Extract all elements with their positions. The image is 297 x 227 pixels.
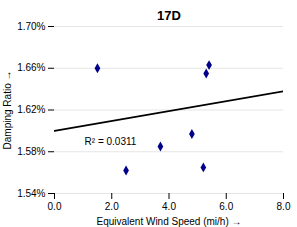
- svg-text:8.0: 8.0: [277, 201, 291, 212]
- svg-text:6.0: 6.0: [219, 201, 233, 212]
- svg-text:1.66%: 1.66%: [17, 62, 45, 73]
- svg-text:4.0: 4.0: [162, 201, 176, 212]
- svg-text:0.0: 0.0: [48, 201, 62, 212]
- svg-text:Equivalent Wind Speed (mi/h) →: Equivalent Wind Speed (mi/h) →: [96, 216, 241, 227]
- svg-text:2.0: 2.0: [105, 201, 119, 212]
- svg-text:1.62%: 1.62%: [17, 104, 45, 115]
- svg-text:Damping Ratio →: Damping Ratio →: [2, 71, 13, 150]
- svg-text:1.70%: 1.70%: [17, 21, 45, 32]
- svg-text:1.58%: 1.58%: [17, 146, 45, 157]
- svg-text:17D: 17D: [157, 8, 181, 23]
- svg-text:1.54%: 1.54%: [17, 188, 45, 199]
- svg-text:R² = 0.0311: R² = 0.0311: [85, 136, 137, 147]
